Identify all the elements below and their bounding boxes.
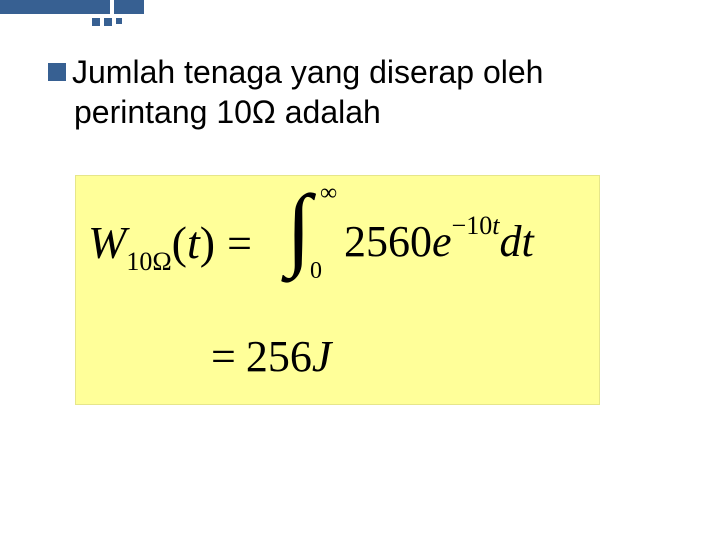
body-line-2: perintang 10Ω adalah bbox=[74, 92, 660, 132]
eq-int-upper: ∞ bbox=[320, 180, 337, 207]
eq-exp-t: t bbox=[492, 211, 499, 240]
eq-result-unit: J bbox=[312, 332, 332, 381]
eq-equals-2: = bbox=[211, 332, 246, 381]
eq-close-paren: ) bbox=[200, 217, 215, 268]
equation-box: W10Ω(t) = ∫ ∞ 0 2560e−10tdt =256J bbox=[75, 175, 600, 405]
body-text: Jumlah tenaga yang diserap oleh perintan… bbox=[48, 52, 660, 132]
eq-exp-minus: − bbox=[452, 211, 467, 240]
equation-line-1: W10Ω(t) = ∫ ∞ 0 2560e−10tdt bbox=[88, 188, 587, 298]
eq-result-value: 256 bbox=[246, 332, 312, 381]
eq-coef: 2560 bbox=[344, 217, 432, 266]
eq-sub-10: 10 bbox=[126, 247, 152, 276]
eq-e: e bbox=[432, 217, 452, 266]
corner-decoration bbox=[0, 0, 180, 26]
eq-exp-10: 10 bbox=[466, 211, 492, 240]
eq-int-lower: 0 bbox=[310, 258, 322, 285]
body-line-1-text: Jumlah tenaga yang diserap oleh bbox=[72, 54, 543, 90]
eq-equals-1: = bbox=[219, 219, 260, 268]
eq-dt: t bbox=[521, 217, 533, 266]
eq-sub-omega: Ω bbox=[152, 247, 171, 276]
integral-icon: ∫ bbox=[286, 200, 311, 255]
eq-d: d bbox=[499, 217, 521, 266]
body-line-2-text: perintang 10Ω adalah bbox=[74, 94, 381, 130]
bullet-square-icon bbox=[48, 63, 66, 81]
body-line-1: Jumlah tenaga yang diserap oleh bbox=[48, 52, 660, 92]
eq-t: t bbox=[187, 217, 200, 268]
eq-W: W bbox=[88, 217, 126, 268]
eq-open-paren: ( bbox=[172, 217, 187, 268]
equation-line-2: =256J bbox=[211, 331, 331, 382]
